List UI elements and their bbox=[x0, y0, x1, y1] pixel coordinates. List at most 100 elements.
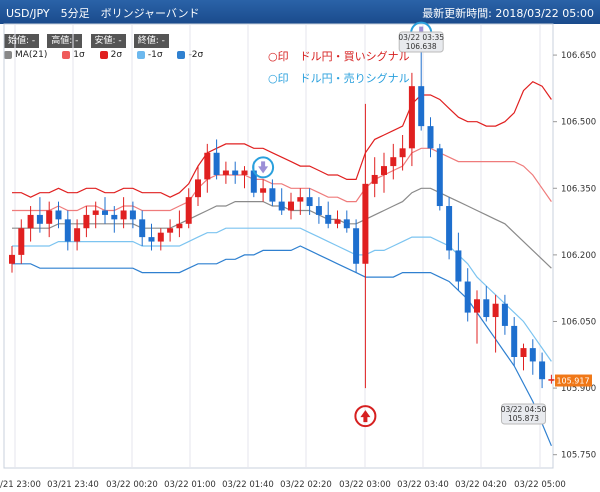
legend-swatch-icon bbox=[4, 50, 12, 59]
candle-body bbox=[399, 148, 406, 158]
sell-arrow-icon bbox=[258, 161, 269, 174]
candle-body bbox=[148, 237, 155, 242]
x-tick-label: 03/22 05:00 bbox=[514, 480, 566, 490]
chart-title: USD/JPY 5分足 ボリンジャーバンド bbox=[6, 7, 200, 20]
open-value: 始値: - bbox=[4, 34, 40, 48]
candle-body bbox=[241, 170, 248, 175]
candle-body bbox=[520, 348, 527, 357]
y-tick-label: 105.900 bbox=[561, 384, 596, 394]
candle-body bbox=[18, 228, 25, 255]
x-tick-label: 03/21 23:40 bbox=[47, 480, 99, 490]
candle-body bbox=[353, 228, 360, 264]
candle-body bbox=[325, 214, 332, 224]
candle-body bbox=[195, 179, 201, 198]
candle-body bbox=[176, 223, 183, 229]
band-plus2 bbox=[12, 80, 552, 198]
candle-body bbox=[446, 206, 453, 251]
legend-minus2[interactable]: -2σ bbox=[177, 50, 203, 60]
band-plus1 bbox=[12, 147, 552, 212]
candle-body bbox=[120, 210, 127, 220]
high-value: 高値: - bbox=[47, 34, 83, 48]
candle-body bbox=[185, 197, 192, 224]
x-tick-label: 03/22 03:00 bbox=[339, 480, 391, 490]
chart-legend: MA(21) 1σ 2σ -1σ -2σ bbox=[4, 50, 215, 60]
candle-body bbox=[315, 206, 322, 215]
candle-body bbox=[483, 299, 490, 318]
candle-body bbox=[83, 214, 90, 229]
legend-swatch-icon bbox=[177, 50, 186, 59]
candle-body bbox=[529, 348, 536, 362]
buy-signal-circle bbox=[354, 405, 377, 428]
price-tag-time: 03/22 03:35 bbox=[398, 33, 444, 42]
current-price-tag bbox=[555, 374, 592, 387]
legend-ma[interactable]: MA(21) bbox=[4, 50, 47, 60]
chart-title-bar: USD/JPY 5分足 ボリンジャーバンド 最新更新時間: 2018/03/22… bbox=[0, 0, 600, 24]
current-price-label: 105.917 bbox=[556, 377, 589, 386]
x-tick-label: 03/22 04:20 bbox=[455, 480, 507, 490]
candle-body bbox=[511, 325, 518, 357]
legend-minus1[interactable]: -1σ bbox=[136, 50, 163, 60]
y-tick-label: 106.050 bbox=[561, 317, 596, 327]
candle-body bbox=[492, 303, 499, 318]
legend-plus1[interactable]: 1σ bbox=[62, 50, 85, 60]
legend-plus2[interactable]: 2σ bbox=[99, 50, 122, 60]
candle-body bbox=[55, 210, 62, 220]
y-tick-label: 105.750 bbox=[561, 451, 596, 461]
candle-body bbox=[232, 170, 239, 175]
price-tag-value: 106.638 bbox=[406, 42, 437, 51]
price-tag-box bbox=[398, 31, 444, 53]
candle-body bbox=[36, 214, 43, 224]
candle-body bbox=[288, 201, 294, 211]
candle-body bbox=[269, 188, 276, 202]
candle-body bbox=[408, 86, 415, 149]
price-tag-value: 105.873 bbox=[508, 414, 539, 423]
candle-body bbox=[260, 188, 267, 193]
candle-body bbox=[418, 86, 425, 127]
candle-body bbox=[222, 170, 229, 175]
close-value: 終値: - bbox=[133, 34, 169, 48]
candle-body bbox=[111, 214, 118, 220]
x-tick-label: 03/22 02:20 bbox=[280, 480, 332, 490]
y-tick-label: 106.650 bbox=[561, 51, 596, 61]
x-tick-label: 03/22 01:00 bbox=[164, 480, 216, 490]
candle-body bbox=[157, 232, 164, 242]
band-minus2 bbox=[12, 245, 552, 447]
price-tag-box bbox=[501, 403, 546, 425]
candle-body bbox=[167, 228, 174, 233]
candle-body bbox=[539, 361, 546, 380]
candle-body bbox=[436, 148, 443, 207]
candle-body bbox=[64, 219, 71, 242]
x-tick-label: 03/22 01:40 bbox=[222, 480, 274, 490]
candle-body bbox=[464, 281, 471, 313]
candle-body bbox=[343, 219, 350, 229]
candle-body bbox=[129, 210, 136, 220]
candle-body bbox=[250, 170, 257, 193]
candle-body bbox=[548, 379, 555, 381]
candle-body bbox=[334, 219, 341, 224]
candle-body bbox=[381, 166, 387, 175]
candle-body bbox=[9, 254, 15, 264]
sell-signal-circle bbox=[252, 156, 275, 179]
legend-swatch-icon bbox=[99, 50, 108, 59]
candle-body bbox=[427, 126, 434, 149]
candle-body bbox=[390, 157, 397, 167]
sell-signal-note: ○印 ドル円・売りシグナル bbox=[268, 72, 410, 85]
candle-body bbox=[297, 197, 304, 202]
candle-body bbox=[92, 210, 99, 215]
candle-body bbox=[102, 210, 108, 215]
candle-body bbox=[74, 228, 81, 242]
candle-body bbox=[306, 197, 313, 207]
ohlc-box-row: 始値: - 高値: - 安値: - 終値: - bbox=[4, 28, 172, 48]
candle-body bbox=[204, 152, 211, 180]
candle-body bbox=[213, 152, 220, 175]
candle-body bbox=[501, 303, 508, 326]
plot-frame bbox=[3, 23, 554, 469]
candle-body bbox=[371, 174, 378, 184]
buy-arrow-icon bbox=[360, 410, 371, 423]
band-minus1 bbox=[12, 227, 552, 362]
candle-body bbox=[455, 250, 462, 282]
candle-body bbox=[139, 219, 146, 238]
y-tick-label: 106.350 bbox=[561, 184, 596, 194]
buy-signal-note: ○印 ドル円・買いシグナル bbox=[268, 50, 410, 63]
